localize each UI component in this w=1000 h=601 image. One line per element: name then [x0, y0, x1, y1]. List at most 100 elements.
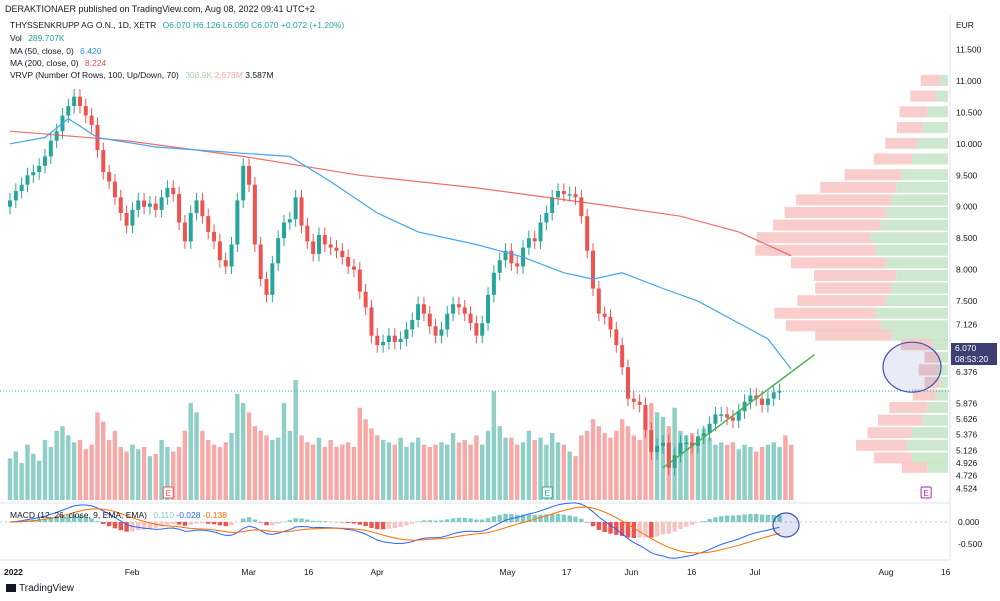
vp-up-bar — [891, 194, 948, 206]
volume-bar — [730, 442, 736, 500]
volume-bar — [194, 412, 199, 500]
earnings-marker: E — [541, 486, 553, 499]
volume-bar — [328, 440, 333, 500]
tradingview-logo[interactable]: TradingView — [6, 583, 74, 594]
volume-bar — [614, 430, 619, 500]
candle-body — [567, 194, 572, 196]
volume-bar — [759, 446, 765, 500]
macd-hist-bar — [684, 522, 689, 527]
vp-down-bar — [815, 329, 892, 341]
candle-body — [736, 411, 741, 421]
macd-hist-bar — [316, 520, 322, 522]
macd-hist-bar — [48, 517, 54, 522]
macd-hist-bar — [293, 518, 298, 522]
candle-body — [690, 442, 695, 446]
candle-body — [194, 200, 199, 214]
macd-hist-bar — [427, 520, 432, 522]
macd-hist-bar — [206, 522, 211, 524]
macd-hist-bar — [608, 522, 613, 534]
macd-hist-bar — [742, 514, 747, 522]
volume-bar — [48, 446, 54, 500]
volume-bar — [281, 403, 287, 500]
macd-hist-bar — [713, 517, 718, 522]
macd-hist-bar — [223, 522, 228, 527]
volume-bar — [153, 453, 158, 500]
macd-hist-bar — [719, 516, 724, 522]
macd-hist-bar — [363, 522, 368, 527]
candle-body — [270, 263, 275, 295]
macd-hist-bar — [136, 522, 141, 531]
candle-body — [31, 172, 36, 176]
candle-body — [293, 197, 298, 220]
x-tick-label: Aug — [879, 567, 894, 577]
ma200-label: MA (200, close, 0) — [10, 58, 79, 68]
vp-up-bar — [906, 439, 948, 451]
macd-hist-bar — [421, 520, 427, 522]
volume-bar — [549, 433, 555, 500]
candle-body — [532, 238, 537, 242]
x-tick-label: Mar — [241, 567, 256, 577]
volume-bar — [678, 430, 683, 500]
vp-down-bar — [797, 295, 886, 307]
macd-hist-bar — [42, 518, 48, 522]
vp-down-bar — [784, 207, 886, 219]
volume-bar — [42, 440, 48, 500]
macd-hist-bar — [281, 521, 287, 523]
vp-up-bar — [885, 207, 948, 219]
macd-hist-bar — [287, 520, 293, 522]
macd-hist-bar — [450, 518, 456, 522]
candle-body — [357, 269, 362, 292]
macd-hist-bar — [375, 522, 380, 530]
volume-bar — [509, 437, 514, 500]
candle-body — [433, 326, 438, 336]
candle-body — [585, 216, 590, 251]
signal-line — [9, 506, 780, 554]
macd-hist-bar — [619, 522, 625, 537]
candle-body — [381, 342, 386, 346]
x-tick-label: 16 — [304, 567, 314, 577]
volume-bar — [456, 442, 462, 500]
volume-bar — [66, 435, 71, 500]
macd-hist-bar — [538, 514, 543, 522]
candle-body — [538, 222, 543, 242]
ma50-value: 6.420 — [80, 46, 102, 56]
volume-bar — [217, 446, 223, 500]
volume-bar — [83, 449, 88, 500]
candle-body — [748, 395, 753, 402]
candle-body — [497, 260, 502, 273]
vol-label: Vol — [10, 33, 22, 43]
vp-up-bar — [939, 351, 948, 363]
macd-hist-bar — [649, 522, 654, 538]
candle-body — [701, 433, 706, 437]
candle-body — [649, 430, 654, 453]
candle-body — [410, 319, 415, 330]
volume-bar — [520, 442, 526, 500]
volume-bar — [54, 430, 59, 500]
candle-body — [107, 172, 112, 182]
candle-body — [142, 200, 147, 207]
volume-bar — [415, 437, 421, 500]
vp-down-bar — [774, 307, 876, 319]
macd-hist-bar — [200, 522, 205, 524]
volume-bar — [480, 444, 485, 500]
macd-hist-bar — [246, 517, 252, 522]
y-tick-label: 10.000 — [956, 139, 982, 149]
candle-body — [299, 197, 304, 226]
candle-body — [707, 423, 712, 434]
volume-bar — [345, 442, 351, 500]
volume-bar — [287, 430, 293, 500]
volume-bar — [684, 435, 689, 500]
macd-hist-bar — [491, 516, 497, 522]
volume-bar — [724, 444, 730, 500]
candle-body — [375, 335, 380, 346]
volume-bar — [141, 446, 147, 500]
volume-legend: Vol 289.707K — [10, 33, 65, 43]
macd-hist-bar — [485, 518, 491, 522]
candle-body — [305, 225, 310, 242]
volume-bar — [60, 426, 65, 500]
candle-body — [556, 191, 561, 198]
vrvp-down: 2.678M — [214, 70, 243, 80]
vp-up-bar — [937, 364, 948, 376]
macd-hist-bar — [520, 514, 526, 522]
candle-body — [8, 200, 12, 207]
